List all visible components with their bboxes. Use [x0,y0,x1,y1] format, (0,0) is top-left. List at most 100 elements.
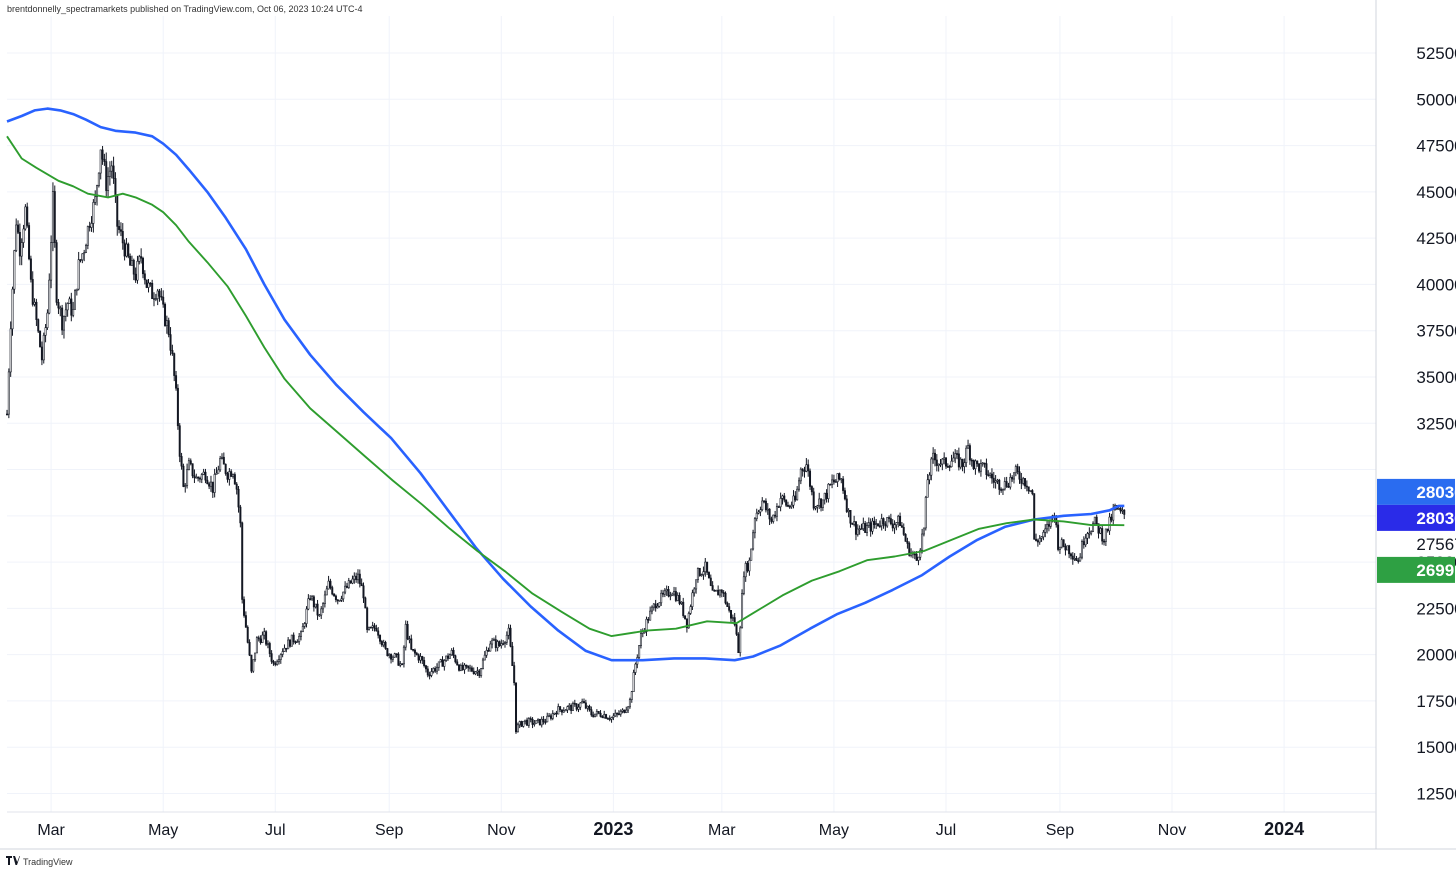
y-tick-label: 40000 [1416,275,1456,294]
candle-body [375,627,378,632]
candle-body [976,460,979,465]
candle-body [1084,537,1087,546]
candle-body [891,523,894,529]
candle-body [261,634,264,643]
candle-body [555,712,558,715]
candle-body [184,485,187,487]
candle-body [208,483,211,487]
candle-body [739,627,742,654]
candle-body [772,514,775,522]
candle-body [42,334,45,361]
candle-body [167,320,170,335]
candle-body [720,589,723,593]
candle-body [522,720,525,727]
candle-body [323,594,326,604]
candle-body [926,479,929,498]
candle-body [884,523,887,527]
candle-body [235,483,238,490]
candle-body [176,387,179,427]
candle-body [702,571,705,575]
candle-body [246,626,249,643]
candle-body [200,474,203,480]
candle-body [320,608,323,616]
candle-body [515,682,518,733]
candle-body [472,670,475,675]
candle-body [59,307,62,310]
candle-body [706,561,709,573]
x-tick-label: 2023 [593,819,633,839]
candle-body [915,553,918,561]
candle-body [364,597,367,609]
candle-body [417,654,420,661]
candle-body [974,460,977,470]
candle-body [175,375,178,389]
candle-body [20,242,23,257]
candle-body [1018,471,1021,480]
candle-body [990,473,993,479]
candle-body [537,718,540,721]
candle-body [586,705,589,709]
candle-body [314,603,317,608]
candle-body [215,472,218,475]
candle-body [53,191,56,243]
candle-body [921,533,924,551]
candle-body [834,481,837,483]
candle-body [461,665,464,670]
candle-body [678,595,681,604]
candle-body [531,718,534,725]
candle-body [827,483,830,499]
tradingview-logo-icon[interactable] [6,856,20,868]
candle-body [198,477,201,480]
x-axis[interactable]: Mar May Jul Sep Nov 2023 Mar May Jul Sep Nov 2024 [37,819,1304,839]
candle-body [164,303,167,326]
candle-body [276,661,279,665]
candlestick-series[interactable] [6,145,1126,734]
candle-body [1000,489,1003,491]
candle-body [51,191,54,243]
y-tick-label: 42500 [1416,229,1456,248]
candle-body [941,458,944,465]
candle-body [469,667,472,670]
candle-body [559,706,562,711]
candle-body [1095,516,1098,524]
price-label-text: 28036 [1416,509,1456,528]
y-axis[interactable]: 1250015000175002000022500250003250035000… [1416,44,1456,803]
candle-body [935,459,938,466]
candle-body [1040,536,1043,539]
candle-body [228,471,231,480]
x-tick-label: Nov [487,822,515,839]
candle-body [380,641,383,646]
candle-body [612,715,615,718]
moving-average-series[interactable] [6,107,1125,662]
candle-body [55,242,58,303]
candle-body [255,637,258,654]
candle-body [757,511,760,514]
candle-body [952,457,955,462]
candle-body [349,580,352,584]
candle-body [298,635,301,642]
candle-body [294,641,297,644]
candle-body [684,615,687,620]
candle-body [801,468,804,472]
candle-body [211,481,214,493]
candle-body [154,298,157,300]
candle-body [625,709,628,713]
tradingview-label[interactable]: TradingView [23,857,73,867]
plot-border [0,0,1456,850]
candle-body [950,460,953,468]
candle-body [853,521,856,525]
candle-body [344,585,347,593]
x-tick-label: Jul [265,822,285,839]
candle-body [658,602,661,607]
moving-average-blue-line [6,107,1125,662]
candle-body [277,659,280,663]
candle-body [360,583,363,587]
candle-body [542,718,545,723]
candle-body [581,701,584,704]
y-tick-label: 20000 [1416,646,1456,665]
footer[interactable]: TradingView [6,855,73,869]
candle-body [507,627,510,636]
candle-body [728,606,731,611]
candle-body [518,721,521,726]
